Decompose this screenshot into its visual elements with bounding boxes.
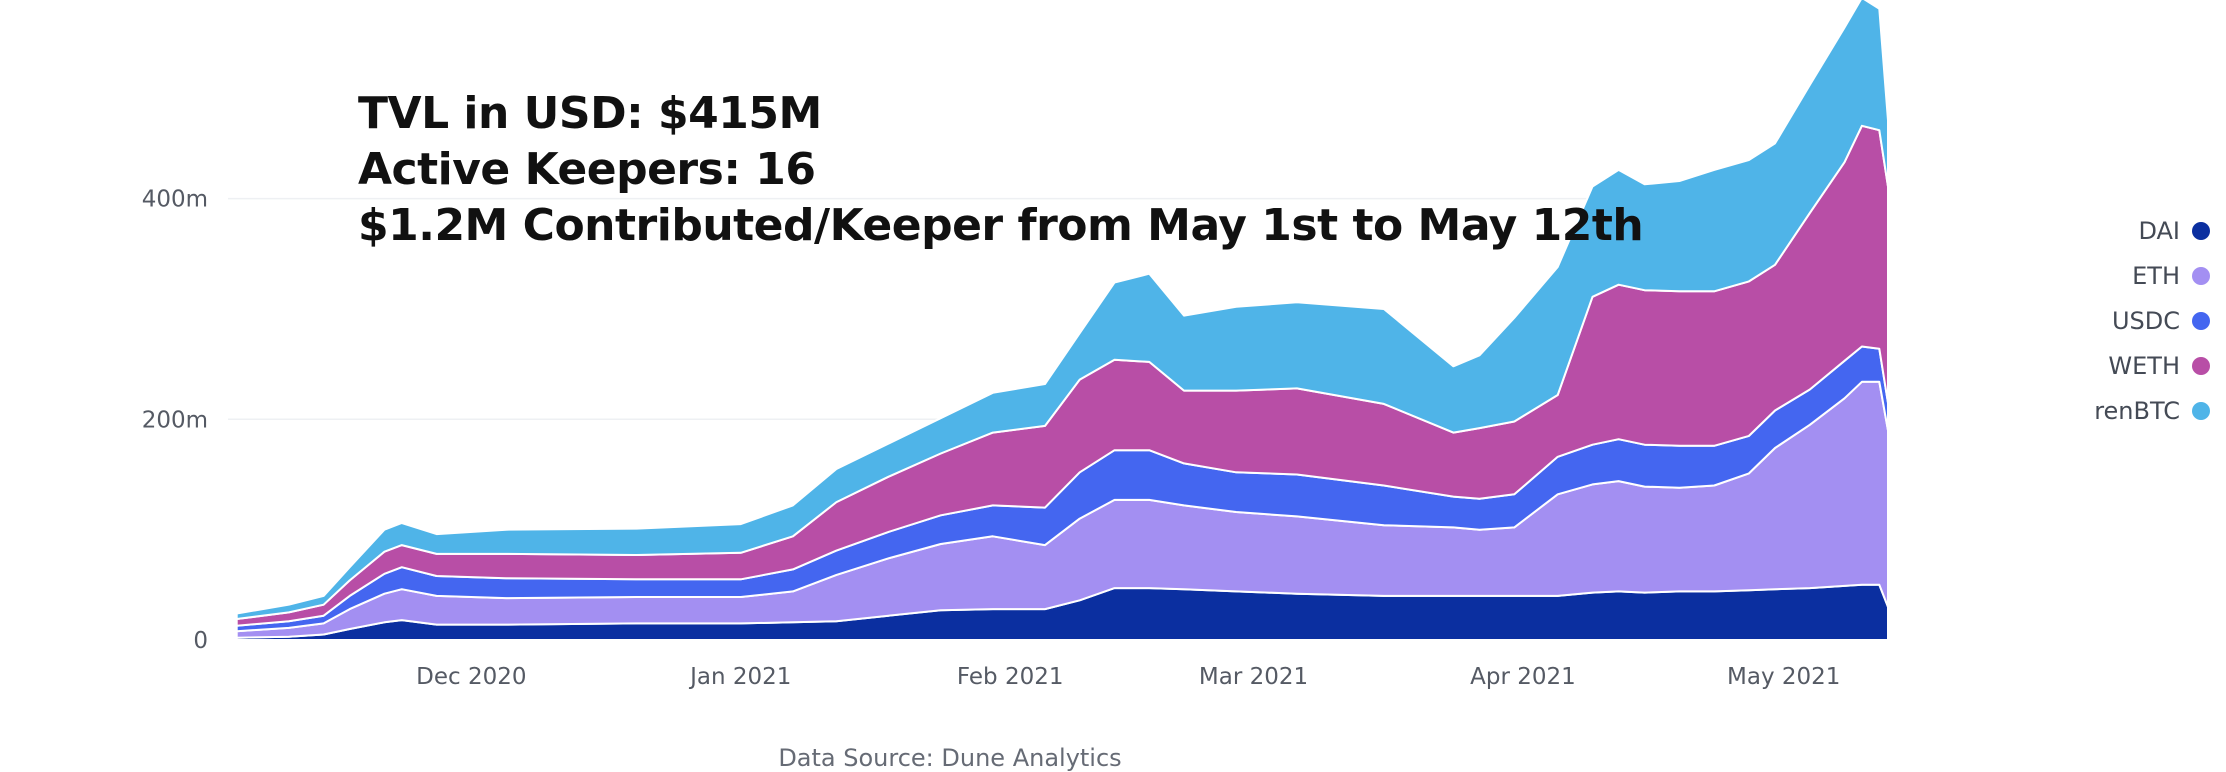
legend-item-renbtc[interactable]: renBTC xyxy=(2010,388,2210,433)
legend-swatch xyxy=(2192,401,2210,420)
y-tick-label: 0 xyxy=(193,628,208,654)
data-source-note: Data Source: Dune Analytics xyxy=(778,744,1122,772)
legend-item-usdc[interactable]: USDC xyxy=(2010,298,2210,343)
x-tick-label: May 2021 xyxy=(1727,664,1840,690)
legend-swatch xyxy=(2192,266,2210,285)
x-tick-label: Jan 2021 xyxy=(688,664,791,690)
legend: DAI ETH USDC WETH renBTC xyxy=(2010,208,2210,433)
keepers-annotation: Active Keepers: 16 xyxy=(358,144,816,195)
stacked-areas xyxy=(235,0,1889,641)
legend-swatch xyxy=(2192,356,2210,375)
legend-swatch xyxy=(2192,221,2210,240)
y-tick-label: 200m xyxy=(142,407,208,433)
x-tick-label: Apr 2021 xyxy=(1470,664,1576,690)
legend-label: renBTC xyxy=(2094,396,2180,425)
area-series-renbtc xyxy=(235,0,1889,620)
x-axis: Dec 2020 Jan 2021 Feb 2021 Mar 2021 Apr 2021… xyxy=(416,664,1840,690)
legend-label: DAI xyxy=(2138,216,2180,245)
x-tick-label: Dec 2020 xyxy=(416,664,526,690)
contribution-annotation: $1.2M Contributed/Keeper from May 1st to… xyxy=(358,200,1644,251)
y-tick-label: 400m xyxy=(142,187,208,213)
x-tick-label: Feb 2021 xyxy=(957,664,1064,690)
legend-label: USDC xyxy=(2111,306,2180,335)
legend-label: ETH xyxy=(2132,261,2180,290)
legend-item-weth[interactable]: WETH xyxy=(2010,343,2210,388)
y-axis: 0 200m 400m xyxy=(142,187,208,654)
x-tick-label: Mar 2021 xyxy=(1199,664,1308,690)
chart-annotation: TVL in USD: $415M Active Keepers: 16 $1.… xyxy=(358,86,1644,254)
legend-label: WETH xyxy=(2108,351,2180,380)
legend-item-dai[interactable]: DAI xyxy=(2010,208,2210,253)
legend-item-eth[interactable]: ETH xyxy=(2010,253,2210,298)
legend-swatch xyxy=(2192,311,2210,330)
tvl-annotation: TVL in USD: $415M xyxy=(358,88,822,139)
